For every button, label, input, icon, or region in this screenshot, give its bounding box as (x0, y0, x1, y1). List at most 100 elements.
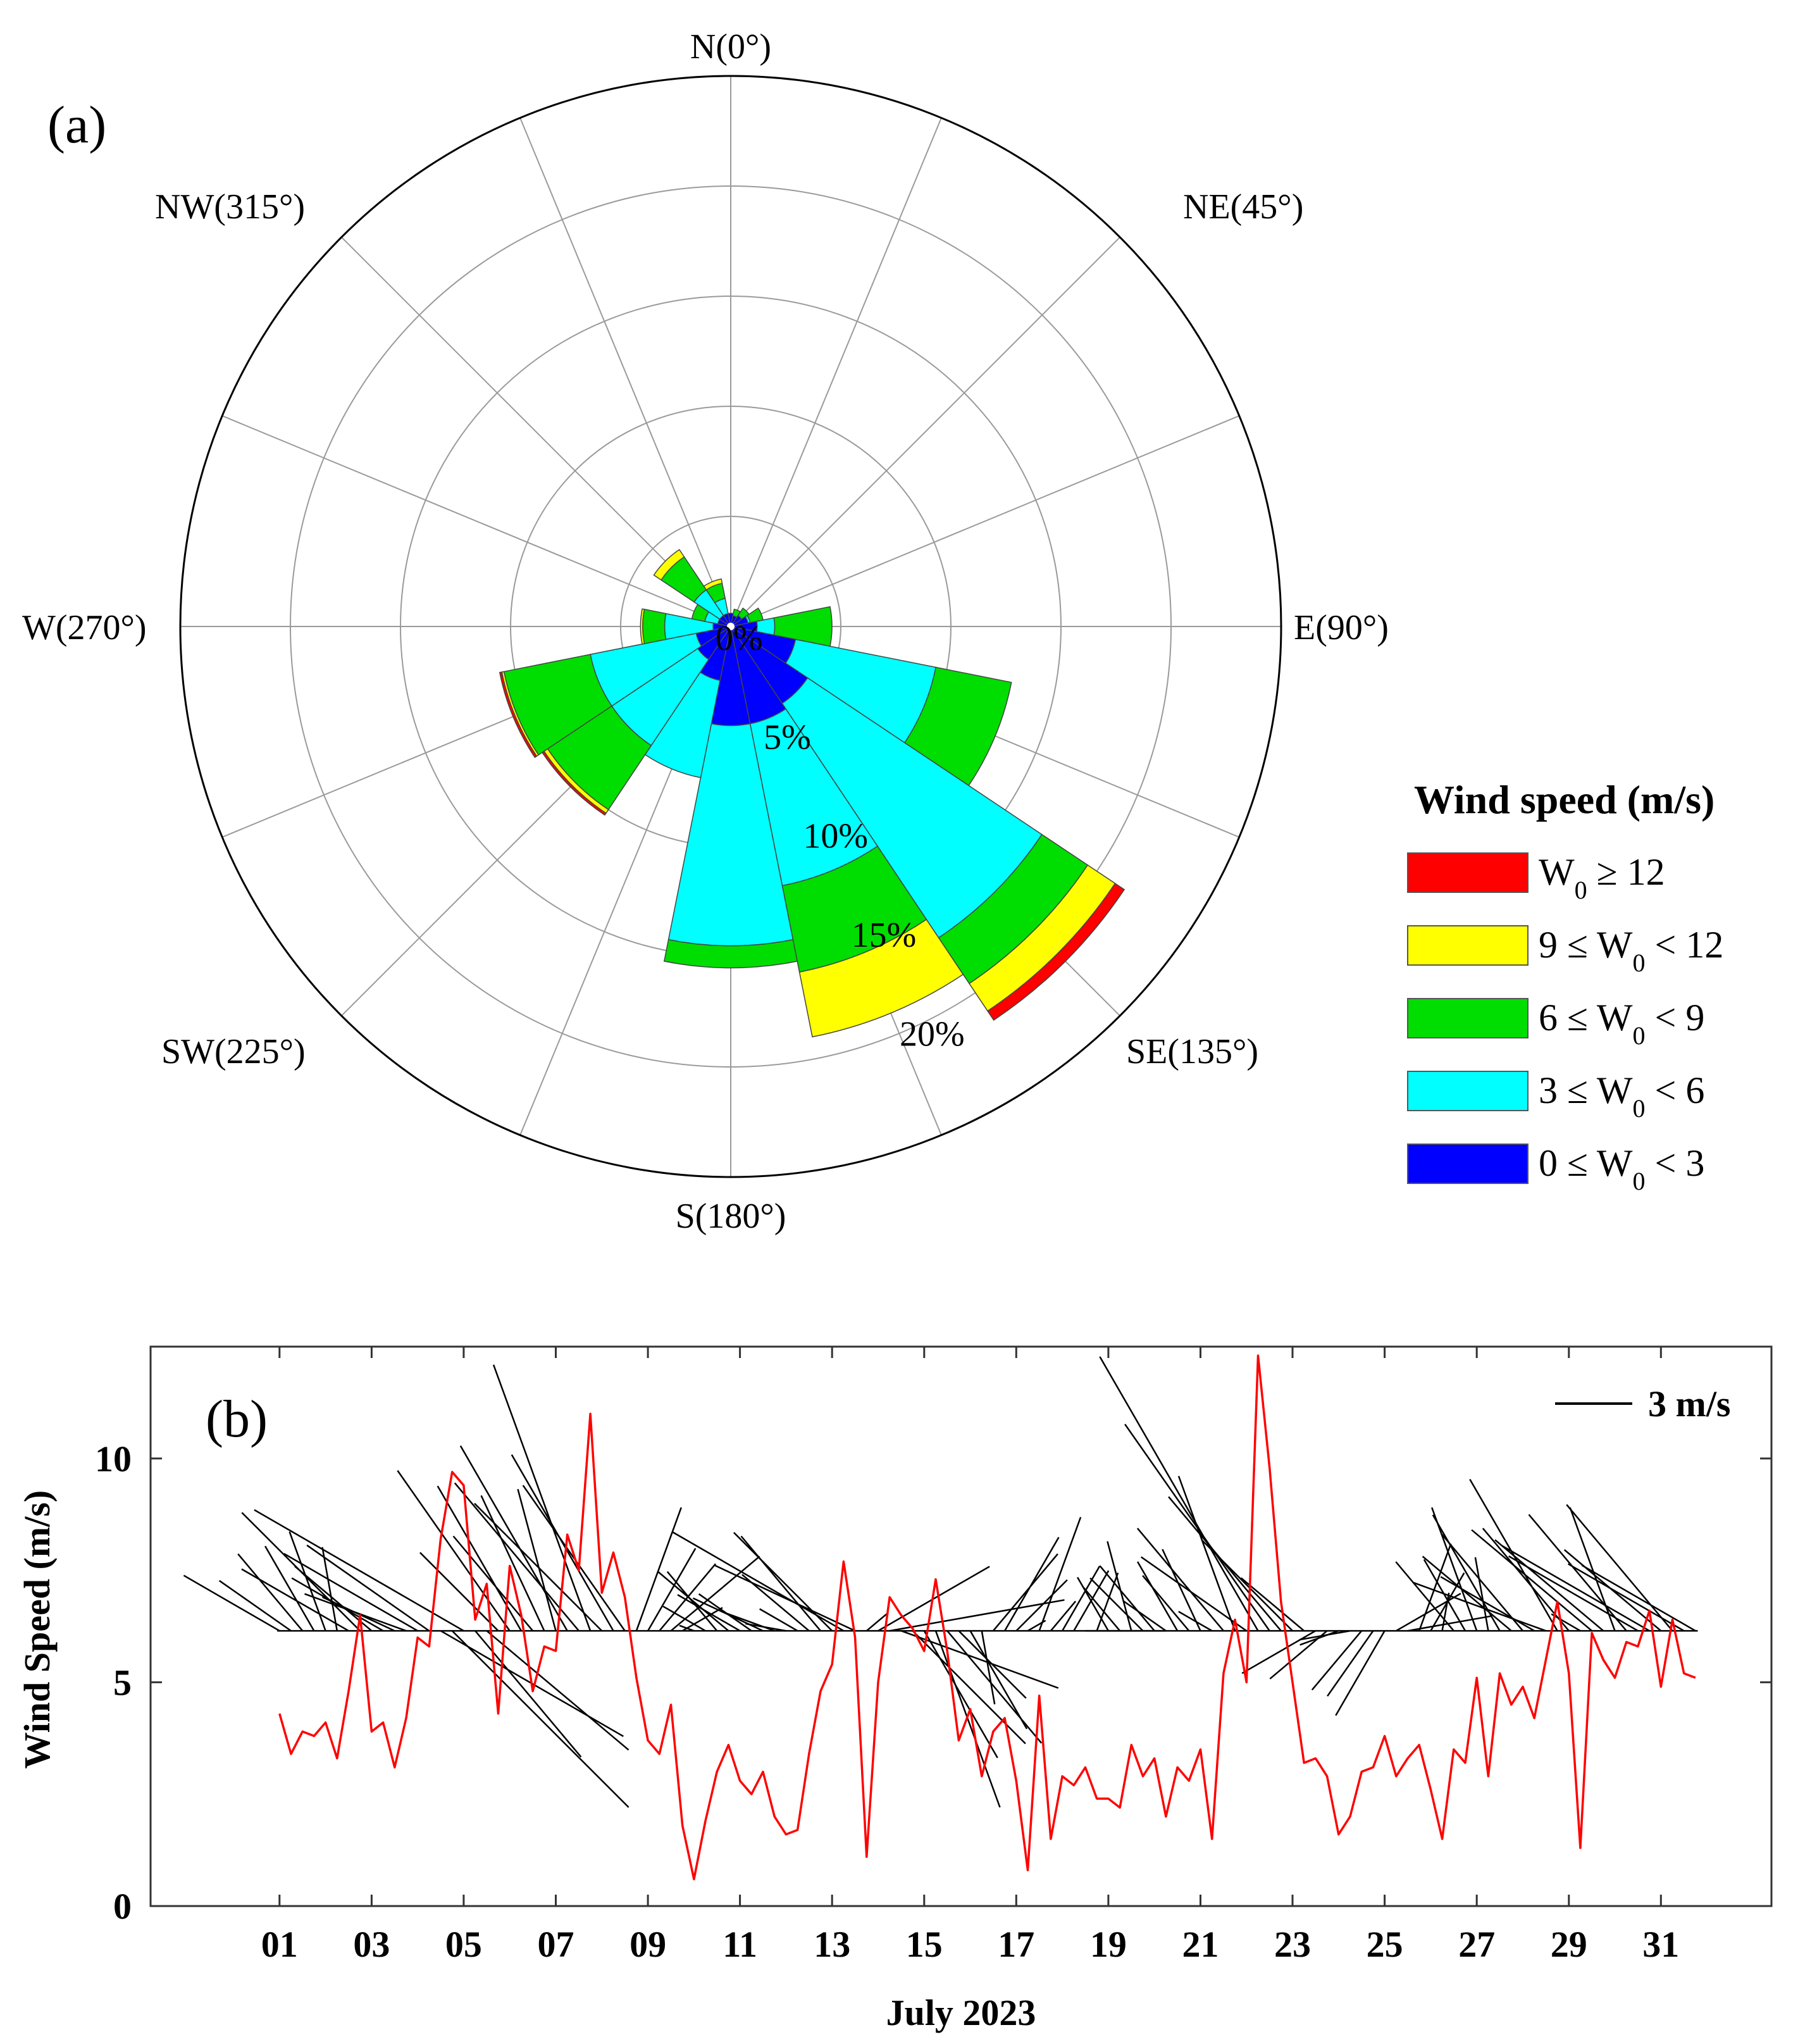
wind-vector-stick (237, 1553, 304, 1631)
x-tick-label: 05 (445, 1924, 482, 1965)
direction-label: S(180°) (676, 1197, 786, 1236)
wind-vector-stick (1482, 1528, 1570, 1631)
wind-vector-stick (1038, 1517, 1082, 1631)
wind-vector-stick (1502, 1545, 1650, 1632)
wind-vector-stick (682, 1607, 723, 1632)
wind-vector-stick (1050, 1600, 1077, 1631)
wind-vector-stick (1471, 1529, 1592, 1632)
wind-vector-stick (635, 1507, 682, 1631)
legend-label: 3 ≤ W0 < 6 (1539, 1069, 1704, 1123)
x-tick-label: 23 (1274, 1924, 1311, 1965)
legend-item: 3 ≤ W0 < 6 (1407, 1069, 1704, 1123)
wind-vector-stick (877, 1566, 990, 1632)
wind-vector-stick (397, 1470, 511, 1631)
x-tick-label: 01 (261, 1924, 298, 1965)
wind-rose-ring-labels: 0% 5% 10% 15% 20% (716, 619, 965, 1054)
legend-label-subscript: 0 (1575, 876, 1587, 904)
wind-vector-stick (714, 1564, 856, 1632)
wind-vector-stick (865, 1612, 889, 1632)
wind-vector-stick (1299, 1630, 1351, 1641)
legend-label-range: < 3 (1645, 1142, 1704, 1184)
wind-rose-bars (499, 549, 1126, 1038)
wind-vector-sticks (183, 1356, 1698, 1808)
wind-vector-stick (958, 1630, 1027, 1699)
wind-rose-wedge (703, 578, 723, 591)
wind-vector-stick (946, 1630, 1043, 1744)
ring-label: 0% (716, 619, 763, 658)
legend-label-main: W (1539, 851, 1575, 893)
legend-label: W0 ≥ 12 (1539, 851, 1665, 904)
panel-label-b: (b) (206, 1390, 268, 1449)
wind-vector-stick (1137, 1561, 1179, 1631)
wind-rose-direction-labels: N(0°) NE(45°) E(90°) SE(135°) S(180°) SW(225°… (22, 27, 1389, 1236)
ring-label: 10% (803, 817, 868, 856)
wind-vector-stick (1140, 1556, 1248, 1632)
wind-vector-stick (647, 1548, 697, 1631)
x-tick-label: 11 (722, 1924, 757, 1965)
y-tick-label: 0 (113, 1886, 132, 1927)
wind-vector-stick (474, 1502, 603, 1631)
wind-rose-wedge (644, 671, 721, 778)
wind-vector-stick (459, 1445, 568, 1631)
wind-rose-chart: (a) N(0°) NE(45°) E(90°) SE(135°) S(180°) SW(… (22, 27, 1389, 1236)
wind-vector-stick (1581, 1564, 1696, 1632)
x-tick-label: 27 (1458, 1924, 1495, 1965)
direction-label: N(0°) (690, 27, 771, 66)
direction-label: W(270°) (22, 608, 147, 647)
wind-vector-stick (1077, 1576, 1109, 1631)
wind-vector-stick (486, 1630, 629, 1751)
wind-vector-stick (1494, 1539, 1604, 1632)
wind-vector-stick (1004, 1536, 1060, 1631)
wind-vector-stick (304, 1593, 407, 1632)
legend-swatch (1407, 925, 1529, 966)
wind-vector-stick (745, 1623, 786, 1632)
radial-gridline (730, 117, 942, 627)
wind-rose-wedge (642, 608, 667, 645)
wind-vector-stick (1089, 1577, 1144, 1631)
wind-vector-stick (218, 1580, 292, 1632)
wind-vector-stick (912, 1630, 1026, 1745)
legend-label: 6 ≤ W0 < 9 (1539, 997, 1704, 1050)
x-axis-label: July 2023 (886, 1992, 1036, 2033)
y-axis-label: Wind Speed (m/s) (16, 1490, 58, 1769)
wind-vector-stick (1178, 1611, 1213, 1632)
direction-label: NE(45°) (1183, 187, 1303, 227)
x-tick-label: 21 (1182, 1924, 1219, 1965)
wind-vector-stick (1311, 1630, 1363, 1691)
x-tick-label: 15 (906, 1924, 943, 1965)
wind-vector-stick (1162, 1549, 1201, 1631)
legend-items: W0 ≥ 129 ≤ W0 < 126 ≤ W0 < 93 ≤ W0 < 60 … (1407, 851, 1723, 1195)
x-tick-label: 09 (629, 1924, 666, 1965)
legend-item: 6 ≤ W0 < 9 (1407, 997, 1704, 1050)
x-tick-label: 17 (998, 1924, 1034, 1965)
radial-gridline (730, 415, 1240, 627)
wind-vector-stick (452, 1535, 534, 1631)
wind-vector-stick (1441, 1533, 1523, 1631)
legend-label-range: < 12 (1645, 924, 1723, 966)
wind-vector-stick (1082, 1586, 1121, 1631)
wind-vector-stick (662, 1605, 706, 1632)
wind-vector-stick (1062, 1566, 1101, 1631)
legend-label: 9 ≤ W0 < 12 (1539, 924, 1723, 977)
wind-vector-stick (1508, 1555, 1639, 1632)
wind-vector-stick (934, 1630, 1001, 1808)
wind-vector-stick (1299, 1630, 1339, 1646)
wind-vector-stick (321, 1547, 338, 1631)
wind-vector-stick (670, 1555, 760, 1632)
wind-rose-wedge (663, 939, 798, 969)
wind-vector-stick (759, 1608, 798, 1632)
scale-label: 3 m/s (1648, 1383, 1731, 1424)
legend-label-main: 3 ≤ W (1539, 1069, 1633, 1111)
wind-vector-stick (1551, 1613, 1581, 1632)
wind-vector-stick (264, 1545, 315, 1631)
y-axis-ticks: 0 5 10 (95, 1438, 1771, 1927)
legend-label-range: < 9 (1645, 997, 1704, 1038)
wind-vector-stick (1395, 1561, 1454, 1631)
legend-label-main: 6 ≤ W (1539, 997, 1633, 1038)
wind-vector-stick (492, 1364, 592, 1631)
wind-vector-stick (1474, 1557, 1489, 1631)
ring-label: 20% (900, 1015, 965, 1054)
wind-vector-stick (1396, 1593, 1461, 1632)
x-tick-label: 19 (1090, 1924, 1127, 1965)
